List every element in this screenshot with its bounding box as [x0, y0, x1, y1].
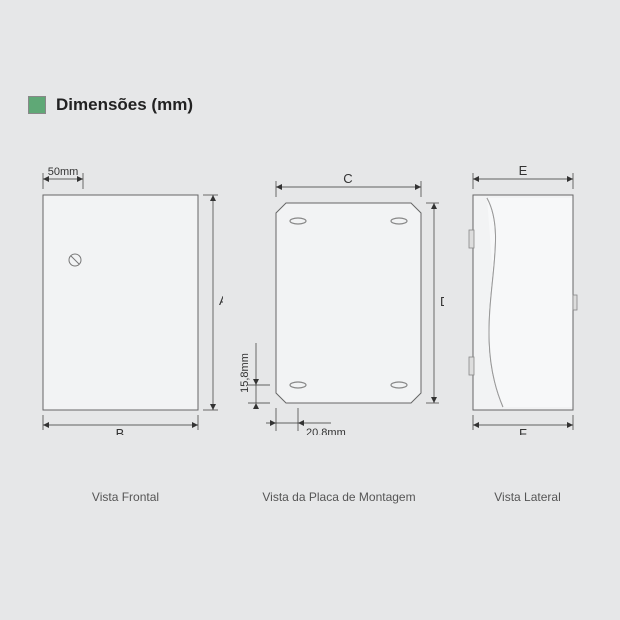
montagem-drawing: C D 15,8mm [234, 165, 444, 435]
dim-label-A: A [219, 293, 223, 308]
hinge-bottom [469, 357, 474, 375]
dim-right-D: D [426, 203, 444, 403]
lateral-drawing: E F [455, 165, 600, 435]
dim-bottom-20-8: 20,8mm [266, 408, 346, 435]
dim-bottom-B: B [43, 415, 198, 435]
dim-label-B: B [116, 426, 125, 435]
frontal-drawing: 50mm A B [28, 165, 223, 435]
page-title: Dimensões (mm) [56, 95, 193, 115]
dim-label-15-8: 15,8mm [239, 353, 251, 393]
dim-left-15-8: 15,8mm [239, 343, 270, 409]
dim-top-50mm: 50mm [43, 166, 83, 189]
dim-label-F: F [519, 426, 527, 435]
dim-bottom-F: F [473, 415, 573, 435]
view-montagem: C D 15,8mm [234, 165, 444, 504]
view-lateral: E F Vista Lateral [455, 165, 600, 504]
dim-right-A: A [203, 195, 223, 410]
dim-top-E: E [473, 165, 573, 189]
frontal-panel [43, 195, 198, 410]
hinge-top [469, 230, 474, 248]
dim-label-50mm: 50mm [48, 166, 79, 178]
latch [573, 295, 577, 310]
caption-montagem: Vista da Placa de Montagem [234, 490, 444, 504]
dim-label-20-8: 20,8mm [306, 427, 346, 435]
mounting-plate [276, 203, 421, 403]
caption-lateral: Vista Lateral [455, 490, 600, 504]
dim-label-D: D [440, 294, 444, 309]
dim-label-C: C [343, 171, 352, 186]
caption-frontal: Vista Frontal [28, 490, 223, 504]
accent-square-icon [28, 96, 46, 114]
dim-label-E: E [519, 165, 528, 178]
views-row: 50mm A B [28, 165, 600, 504]
view-frontal: 50mm A B [28, 165, 223, 504]
title-bar: Dimensões (mm) [28, 95, 193, 115]
dim-top-C: C [276, 171, 421, 197]
